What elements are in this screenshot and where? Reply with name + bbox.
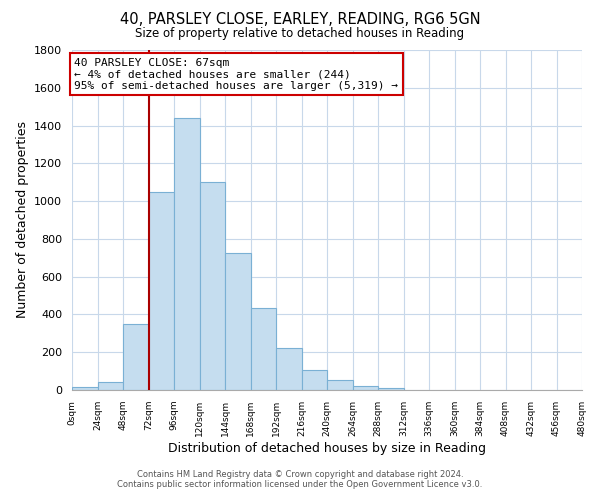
Bar (302, 370, 327, 390)
Bar (353, 386, 378, 390)
Bar (174, 118, 199, 390)
Y-axis label: Number of detached properties: Number of detached properties (16, 122, 29, 318)
Bar (123, 324, 149, 390)
Bar (97, 382, 123, 390)
Bar (276, 348, 302, 390)
Bar (251, 308, 276, 390)
Bar (199, 182, 225, 390)
Bar (225, 253, 251, 390)
Bar (72, 387, 97, 390)
Bar (327, 380, 353, 390)
Text: 40, PARSLEY CLOSE, EARLEY, READING, RG6 5GN: 40, PARSLEY CLOSE, EARLEY, READING, RG6 … (119, 12, 481, 28)
Text: 40 PARSLEY CLOSE: 67sqm
← 4% of detached houses are smaller (244)
95% of semi-de: 40 PARSLEY CLOSE: 67sqm ← 4% of detached… (74, 58, 398, 91)
X-axis label: Distribution of detached houses by size in Reading: Distribution of detached houses by size … (168, 442, 486, 454)
Text: Size of property relative to detached houses in Reading: Size of property relative to detached ho… (136, 28, 464, 40)
Text: Contains HM Land Registry data © Crown copyright and database right 2024.
Contai: Contains HM Land Registry data © Crown c… (118, 470, 482, 489)
Bar (378, 388, 404, 390)
Bar (149, 192, 174, 390)
